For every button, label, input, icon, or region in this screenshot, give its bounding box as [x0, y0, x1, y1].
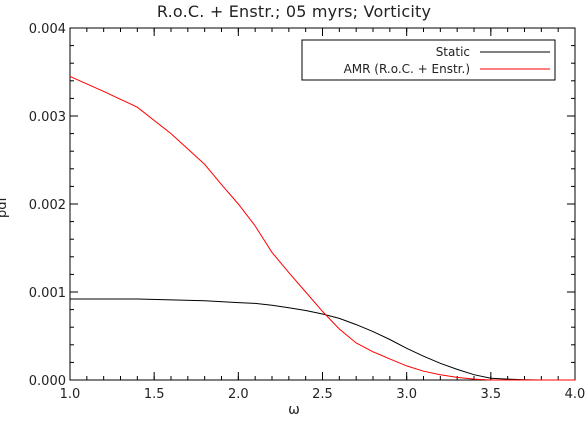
y-tick-label: 0.001 [29, 286, 66, 301]
x-tick-label: 1.0 [60, 387, 81, 402]
x-tick-label: 4.0 [565, 387, 586, 402]
x-tick-label: 2.5 [312, 387, 333, 402]
plot-frame [69, 27, 576, 381]
series-line-0 [70, 298, 575, 381]
x-tick-label: 2.0 [228, 387, 249, 402]
plot-axes: 1.0 1.5 2.0 2.5 3.0 3.5 4.0 0.000 0.001 0.002 0.00… [29, 22, 586, 402]
x-axis-label: ω [288, 402, 300, 418]
y-tick-label: 0.002 [29, 198, 66, 213]
y-tick-label: 0.003 [29, 110, 66, 125]
y-tick-label: 0.004 [29, 22, 66, 37]
x-tick-label: 3.5 [480, 387, 501, 402]
legend-label: AMR (R.o.C. + Enstr.) [344, 62, 470, 76]
legend: Static AMR (R.o.C. + Enstr.) [301, 39, 556, 81]
series-lines [69, 75, 575, 381]
legend-label: Static [436, 45, 470, 59]
chart-title: R.o.C. + Enstr.; 05 myrs; Vorticity [156, 2, 432, 21]
series-line-1 [69, 75, 575, 381]
x-tick-label: 1.5 [144, 387, 165, 402]
x-tick-label: 3.0 [396, 387, 417, 402]
y-tick-label: 0.000 [29, 374, 66, 389]
legend-box [301, 39, 556, 81]
